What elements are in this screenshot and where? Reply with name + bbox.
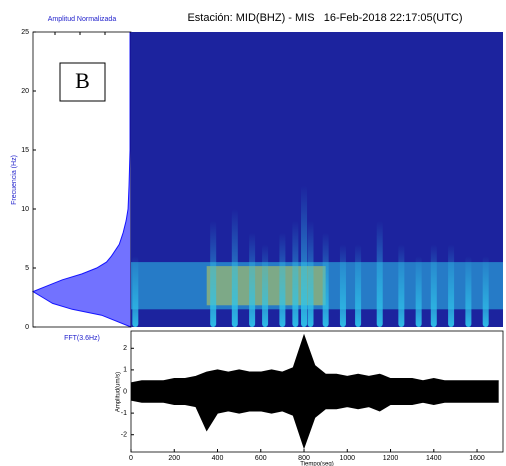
y-tick-label: 5 xyxy=(25,265,29,272)
burst xyxy=(292,220,299,327)
burst xyxy=(465,256,472,327)
y-axis-label: Amplitud(um/s) xyxy=(116,372,122,412)
burst xyxy=(132,256,139,327)
y-tick-label: 0 xyxy=(25,324,29,331)
band xyxy=(131,262,503,310)
panel-label-box xyxy=(59,62,106,102)
x-tick-label: 0 xyxy=(129,455,133,462)
panel-label: B xyxy=(75,68,90,93)
y-tick-label: -1 xyxy=(121,410,127,417)
x-tick-label: 1600 xyxy=(469,455,485,462)
burst xyxy=(355,244,362,327)
burst xyxy=(398,244,405,327)
x-axis-label: Tiempo(seg) xyxy=(300,462,333,466)
x-tick-label: 1400 xyxy=(426,455,442,462)
burst xyxy=(415,256,422,327)
x-tick-label: 600 xyxy=(255,455,267,462)
burst xyxy=(482,256,489,327)
burst xyxy=(376,220,383,327)
burst xyxy=(339,244,346,327)
x-axis-label: FFT(3.6Hz) xyxy=(64,335,100,342)
waveform-area xyxy=(131,391,499,448)
y-tick-label: 0 xyxy=(123,388,127,395)
x-tick-label: 200 xyxy=(168,455,180,462)
y-tick-label: 1 xyxy=(123,367,127,374)
chart-title: Estación: MID(BHZ) - MIS 16-Feb-2018 22:… xyxy=(187,12,462,24)
x-tick-label: 1000 xyxy=(339,455,355,462)
y-tick-label: 10 xyxy=(21,206,29,213)
y-tick-label: 2 xyxy=(123,345,127,352)
waveform-area xyxy=(131,335,499,392)
burst xyxy=(430,244,437,327)
waveform-envelope xyxy=(130,399,499,450)
burst xyxy=(301,185,308,327)
y-tick-label: 20 xyxy=(21,88,29,95)
panel-title: Amplitud Normalizada xyxy=(48,16,117,23)
x-tick-label: 1200 xyxy=(383,455,399,462)
y-tick-label: -2 xyxy=(121,432,127,439)
burst xyxy=(322,232,329,327)
burst xyxy=(262,244,269,327)
y-axis-label: Frecuencia (Hz) xyxy=(11,155,18,205)
y-tick-label: 25 xyxy=(21,29,29,36)
burst xyxy=(307,220,314,327)
fft-line xyxy=(31,32,132,328)
x-tick-label: 800 xyxy=(298,455,310,462)
burst xyxy=(249,232,256,327)
x-tick-label: 400 xyxy=(212,455,224,462)
burst xyxy=(210,220,217,327)
burst xyxy=(448,244,455,327)
waveform-envelope xyxy=(130,333,499,384)
y-tick-label: 15 xyxy=(21,147,29,154)
burst xyxy=(231,209,238,327)
burst xyxy=(279,232,286,327)
frame xyxy=(130,330,504,453)
